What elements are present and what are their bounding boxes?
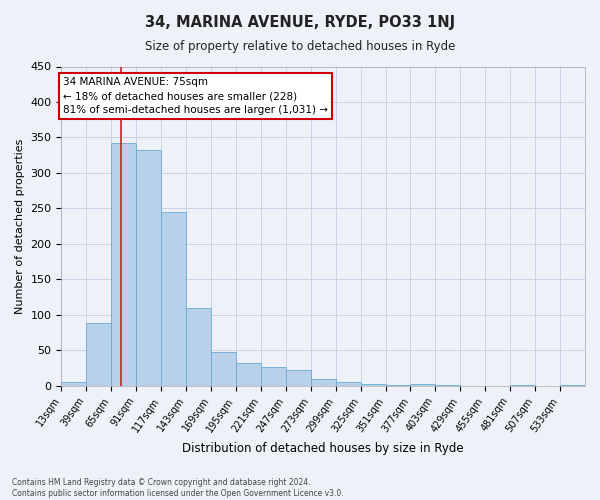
Bar bbox=[186, 308, 211, 386]
Bar bbox=[436, 385, 460, 386]
Bar bbox=[410, 384, 436, 386]
Text: 34 MARINA AVENUE: 75sqm
← 18% of detached houses are smaller (228)
81% of semi-d: 34 MARINA AVENUE: 75sqm ← 18% of detache… bbox=[64, 77, 328, 115]
Bar bbox=[335, 382, 361, 386]
Bar bbox=[236, 363, 261, 386]
Text: 34, MARINA AVENUE, RYDE, PO33 1NJ: 34, MARINA AVENUE, RYDE, PO33 1NJ bbox=[145, 15, 455, 30]
Bar bbox=[161, 212, 186, 386]
Bar bbox=[86, 324, 111, 386]
Bar bbox=[386, 385, 410, 386]
Bar bbox=[211, 352, 236, 386]
Bar bbox=[286, 370, 311, 386]
Y-axis label: Number of detached properties: Number of detached properties bbox=[15, 138, 25, 314]
X-axis label: Distribution of detached houses by size in Ryde: Distribution of detached houses by size … bbox=[182, 442, 464, 455]
Bar bbox=[361, 384, 386, 386]
Text: Size of property relative to detached houses in Ryde: Size of property relative to detached ho… bbox=[145, 40, 455, 53]
Bar bbox=[560, 385, 585, 386]
Bar bbox=[61, 382, 86, 386]
Bar bbox=[261, 368, 286, 386]
Bar bbox=[111, 143, 136, 386]
Bar bbox=[311, 379, 335, 386]
Bar bbox=[510, 385, 535, 386]
Text: Contains HM Land Registry data © Crown copyright and database right 2024.
Contai: Contains HM Land Registry data © Crown c… bbox=[12, 478, 344, 498]
Bar bbox=[136, 150, 161, 386]
